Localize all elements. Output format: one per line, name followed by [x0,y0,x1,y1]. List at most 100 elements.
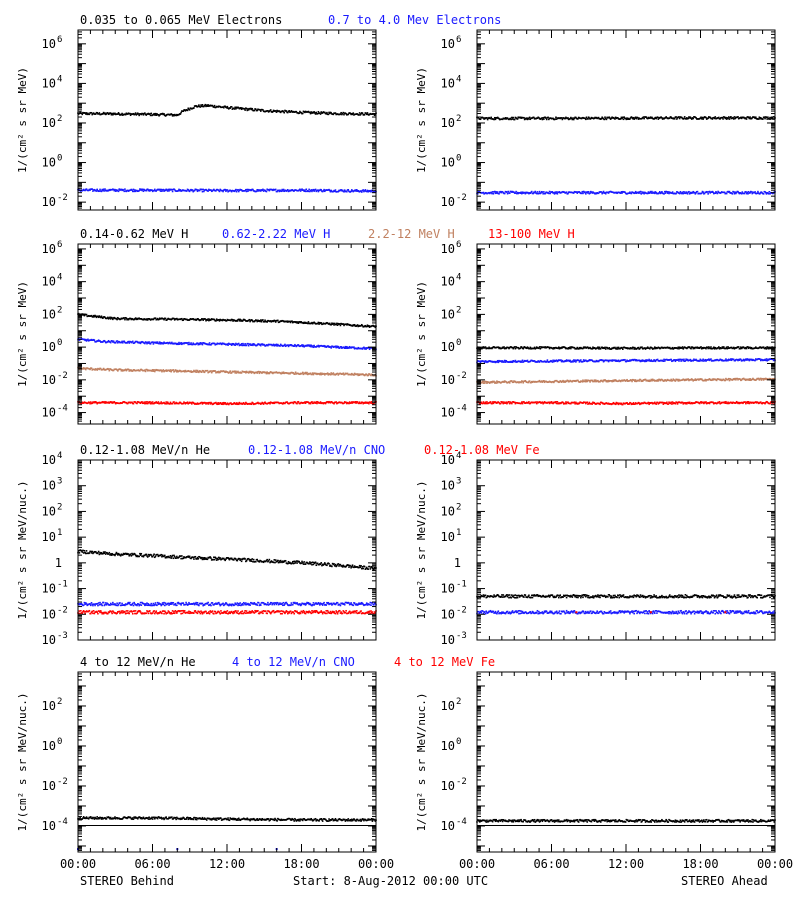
series-point [634,380,636,383]
series-point [274,321,277,323]
series-point [202,370,204,372]
series-point [708,358,710,360]
series-point [701,360,704,362]
series-point [107,401,110,404]
series-point [176,317,178,320]
series-point [545,360,548,363]
series-point [332,113,335,116]
series-point [597,347,600,350]
series-point [666,192,669,194]
series-point [682,192,685,195]
series-point [696,190,699,193]
series-point [85,338,87,341]
series-point [226,105,229,108]
series-point [272,110,274,113]
series-point [161,112,164,115]
series-point [195,318,198,321]
series-point [91,188,94,190]
series-point [101,188,103,191]
series-point [690,379,692,381]
series-point [587,402,590,405]
series-point [316,345,319,348]
series-point [328,188,330,191]
series-point [353,323,356,326]
series-point [586,191,589,193]
series-point [151,402,153,405]
series-point [207,318,209,320]
series-point [149,402,152,405]
series-point [700,378,703,380]
series-point [315,372,318,375]
series-point [481,381,483,384]
series-point [283,111,286,114]
series-point [341,112,344,115]
series-point [685,191,687,193]
series-point [116,318,118,321]
series-point [365,373,368,376]
series-point [679,358,682,361]
series-point [206,105,209,107]
series-point [521,361,523,363]
series-point [525,117,528,119]
series-point [487,347,490,350]
series-point [303,190,305,192]
series-point [165,369,167,371]
series-point [117,341,119,344]
series-point [240,372,243,374]
series-point [495,382,498,384]
series-point [730,358,732,360]
series-point [688,346,691,348]
series-point [154,114,156,116]
series-point [764,117,766,120]
series-point [360,191,363,193]
series-point [580,192,583,195]
series-point [85,313,88,316]
series-point [374,326,377,329]
series-point [209,403,212,405]
series-point [261,401,264,404]
series-point [89,189,91,191]
series-point [99,188,101,191]
series-point [277,319,279,322]
series-point [502,402,505,405]
series-point [524,192,527,195]
series-point [753,116,756,118]
series-point [554,191,557,193]
series-point [560,380,562,383]
series-point [591,403,594,405]
series-point [590,191,593,193]
series-point [259,189,261,191]
series-point [315,346,318,348]
series-point [310,111,313,113]
series-point [700,346,702,348]
series-point [370,374,372,377]
series-point [686,347,689,349]
series-point [134,401,137,403]
series-point [496,361,498,363]
series-point [356,113,359,115]
series-point [532,192,534,195]
series-point [576,192,579,194]
series-point [336,372,339,375]
series-point [662,360,665,362]
series-point [270,343,273,346]
series-point [530,381,532,384]
series-point [131,189,133,191]
series-point [363,113,366,116]
series-point [708,402,711,405]
series-point [121,369,123,371]
series-point [514,347,517,350]
series-point [620,116,623,119]
series-point [127,368,130,371]
series-point [267,110,269,112]
series-point [500,401,502,403]
series-point [621,348,624,350]
series-point [655,403,658,405]
series-point [579,360,581,362]
series-point [200,188,203,191]
series-point [555,402,558,405]
series-point [289,320,291,323]
series-point [152,318,155,321]
series-point [146,402,149,405]
series-point [587,192,589,194]
